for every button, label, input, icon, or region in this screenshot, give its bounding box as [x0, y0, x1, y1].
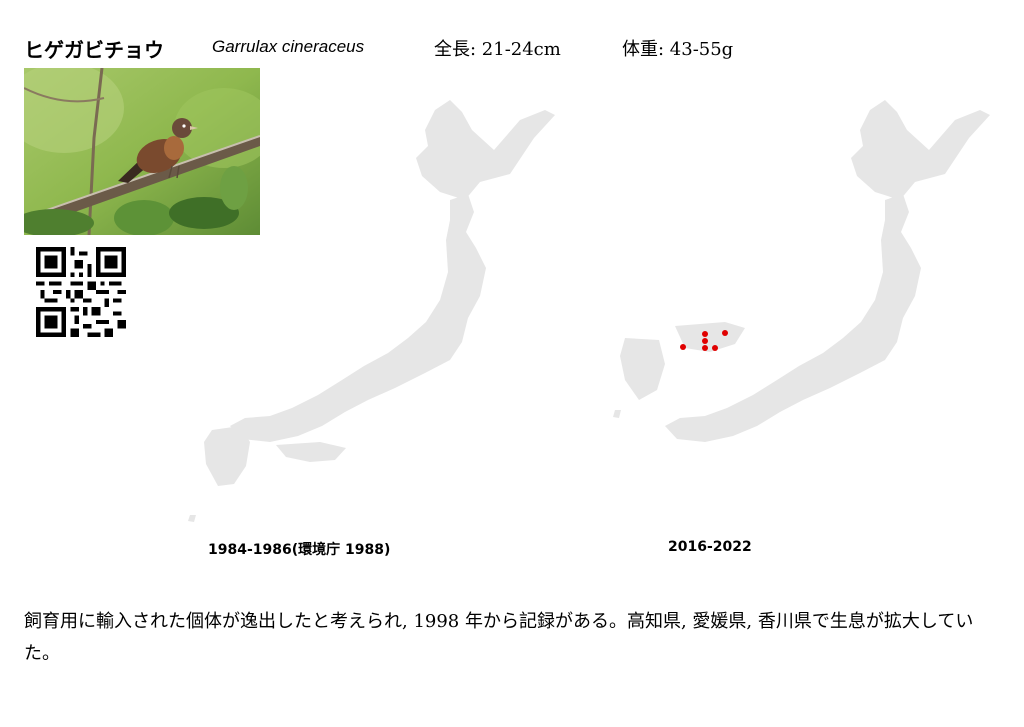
map-caption-2016: 2016-2022: [668, 539, 752, 555]
record-point: [712, 345, 718, 351]
record-point: [702, 338, 708, 344]
distribution-map-2016: [613, 100, 990, 442]
record-points: [680, 330, 728, 351]
species-header: ヒゲガビチョウ Garrulax cineraceus 全長: 21-24cm …: [24, 32, 1004, 62]
qr-code-icon[interactable]: [36, 247, 126, 337]
body-length: 全長: 21-24cm: [434, 39, 561, 60]
map-caption-1984: 1984-1986(環境庁 1988): [208, 542, 391, 558]
japan-outline: [188, 100, 555, 522]
species-japanese-name: ヒゲガビチョウ: [24, 38, 164, 62]
record-point: [702, 345, 708, 351]
record-point: [680, 344, 686, 350]
species-scientific-name: Garrulax cineraceus: [212, 37, 365, 56]
body-weight: 体重: 43-55g: [622, 39, 734, 60]
distribution-map-1984: [188, 100, 555, 522]
species-description: 飼育用に輸入された個体が逸出したと考えられ, 1998 年から記録がある。高知県…: [24, 611, 974, 664]
record-point: [722, 330, 728, 336]
record-point: [702, 331, 708, 337]
japan-outline: [613, 100, 990, 442]
bird-photo: [24, 68, 260, 235]
